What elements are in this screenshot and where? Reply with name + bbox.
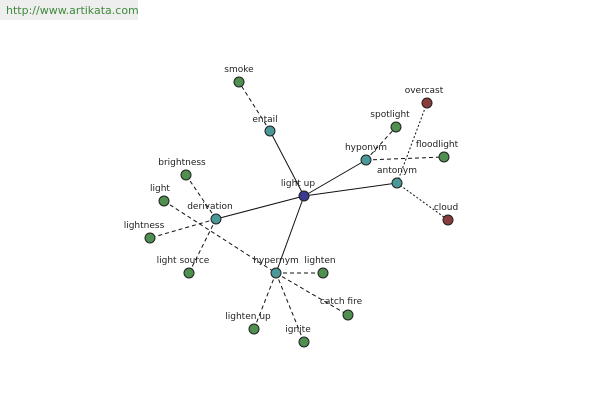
edge (365, 126, 397, 161)
node[interactable] (438, 151, 450, 163)
edge (269, 130, 305, 197)
node[interactable] (342, 309, 354, 321)
edge (215, 195, 305, 220)
node[interactable] (298, 190, 310, 202)
node[interactable] (158, 195, 170, 207)
edge (253, 272, 277, 330)
edge (365, 156, 445, 161)
node-label[interactable]: hypernym (253, 256, 299, 266)
edge (185, 174, 217, 220)
node-label[interactable]: smoke (224, 65, 254, 75)
node-label[interactable]: lighten (304, 256, 335, 266)
node[interactable] (144, 232, 156, 244)
node[interactable] (180, 169, 192, 181)
node[interactable] (298, 336, 310, 348)
node-label[interactable]: antonym (377, 166, 417, 176)
edges (149, 81, 449, 343)
node-label[interactable]: light source (157, 256, 210, 266)
node-label[interactable]: ignite (285, 325, 311, 335)
node-label[interactable]: floodlight (416, 140, 459, 150)
nodes: light up entail smoke hyponym spotlight flood… (124, 65, 459, 348)
edge (396, 182, 449, 221)
node-label[interactable]: light (150, 184, 170, 194)
node[interactable] (183, 267, 195, 279)
edge (188, 218, 217, 274)
node[interactable] (264, 125, 276, 137)
node[interactable] (391, 177, 403, 189)
edge (238, 81, 271, 132)
node[interactable] (360, 154, 372, 166)
url-box (0, 0, 138, 20)
node-label[interactable]: derivation (187, 202, 233, 212)
edge (275, 272, 305, 343)
node[interactable] (421, 97, 433, 109)
edge (303, 182, 398, 197)
node[interactable] (317, 267, 329, 279)
node-label[interactable]: cloud (434, 203, 458, 213)
node-label[interactable]: catch fire (320, 297, 363, 307)
edge (275, 195, 305, 274)
edge (303, 159, 367, 197)
node-label[interactable]: brightness (158, 158, 206, 168)
node[interactable] (210, 213, 222, 225)
node-label[interactable]: entail (252, 115, 277, 125)
node-label[interactable]: lighten up (225, 312, 271, 322)
url[interactable]: http://www.artikata.com (6, 4, 139, 17)
edge (149, 218, 217, 239)
node-label[interactable]: light up (281, 179, 316, 189)
node[interactable] (233, 76, 245, 88)
node[interactable] (390, 121, 402, 133)
node[interactable] (270, 267, 282, 279)
node-label[interactable]: hyponym (345, 143, 387, 153)
node[interactable] (442, 214, 454, 226)
node-label[interactable]: lightness (124, 221, 165, 231)
node[interactable] (248, 323, 260, 335)
node-label[interactable]: overcast (405, 86, 444, 96)
node-label[interactable]: spotlight (370, 110, 410, 120)
edge (163, 200, 277, 274)
